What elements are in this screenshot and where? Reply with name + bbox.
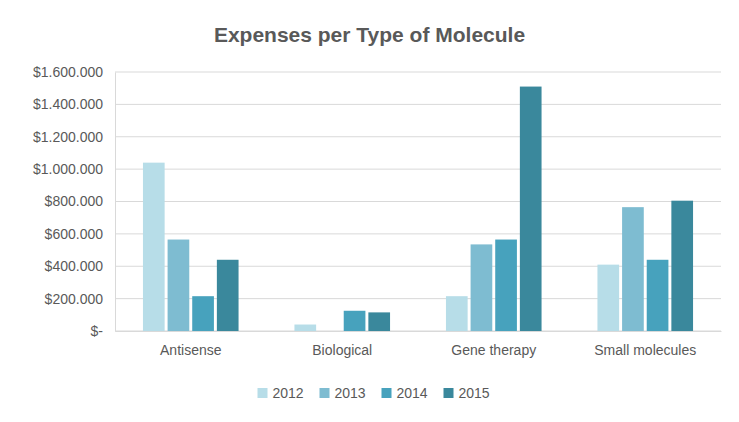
y-tick-label: $600.000 bbox=[45, 226, 104, 242]
x-axis-line bbox=[116, 331, 722, 332]
bar bbox=[495, 240, 517, 331]
bar bbox=[647, 260, 669, 331]
x-tick-label: Small molecules bbox=[594, 342, 696, 358]
bar bbox=[168, 240, 190, 331]
legend-item: 2012 bbox=[258, 385, 304, 401]
bar bbox=[446, 296, 468, 331]
bar bbox=[294, 325, 316, 331]
x-tick-label: Antisense bbox=[160, 342, 222, 358]
y-tick-label: $800.000 bbox=[45, 193, 104, 209]
y-tick: $400.000 bbox=[45, 258, 115, 274]
x-tick: Antisense bbox=[160, 331, 222, 358]
legend-item: 2014 bbox=[382, 385, 428, 401]
legend-label: 2012 bbox=[273, 385, 304, 401]
title: Expenses per Type of Molecule bbox=[214, 23, 525, 46]
chart: Expenses per Type of Molecule$-$200.000$… bbox=[0, 0, 739, 422]
y-axis: $- $200.000 $400.000 $600.000 $800.000 $1.000… bbox=[33, 64, 116, 339]
y-tick-label: $1.200.000 bbox=[33, 129, 103, 145]
y-tick: $200.000 bbox=[45, 291, 115, 307]
grid bbox=[115, 72, 721, 331]
bar bbox=[319, 331, 341, 332]
x-axis: Antisense Biological Gene therapy Small mol… bbox=[116, 331, 722, 358]
y-tick: $1.400.000 bbox=[33, 96, 115, 112]
legend-label: 2014 bbox=[397, 385, 428, 401]
y-tick: $800.000 bbox=[45, 193, 115, 209]
grid-line bbox=[115, 169, 721, 170]
bar bbox=[143, 163, 165, 331]
plot: $- $200.000 $400.000 $600.000 $800.000 $1.000… bbox=[33, 64, 722, 358]
y-tick-label: $- bbox=[91, 323, 104, 339]
legend: 2012 2013 2014 2015 bbox=[258, 385, 490, 401]
legend-item: 2013 bbox=[320, 385, 366, 401]
legend-label: 2013 bbox=[335, 385, 366, 401]
legend-swatch bbox=[320, 388, 330, 398]
bar bbox=[344, 311, 366, 331]
bar bbox=[192, 296, 214, 331]
grid-line bbox=[115, 136, 721, 137]
legend-swatch bbox=[382, 388, 392, 398]
bars bbox=[143, 87, 693, 331]
bar bbox=[520, 87, 542, 331]
bar bbox=[597, 265, 619, 331]
y-tick: $1.200.000 bbox=[33, 129, 115, 145]
y-axis-line bbox=[115, 73, 116, 332]
legend-swatch bbox=[444, 388, 454, 398]
bar bbox=[471, 244, 493, 331]
y-tick: $600.000 bbox=[45, 226, 115, 242]
bar bbox=[217, 260, 239, 331]
x-tick: Small molecules bbox=[594, 331, 696, 358]
x-tick-label: Biological bbox=[312, 342, 372, 358]
y-tick: $1.000.000 bbox=[33, 161, 115, 177]
bar bbox=[671, 201, 693, 331]
y-tick: $- bbox=[91, 323, 115, 339]
grid-line bbox=[115, 201, 721, 202]
x-tick: Biological bbox=[312, 331, 372, 358]
x-tick: Gene therapy bbox=[451, 331, 536, 358]
legend-item: 2015 bbox=[444, 385, 490, 401]
y-tick-label: $400.000 bbox=[45, 258, 104, 274]
y-tick-label: $1.600.000 bbox=[33, 64, 103, 80]
y-tick: $1.600.000 bbox=[33, 64, 115, 80]
legend-swatch bbox=[258, 388, 268, 398]
legend-label: 2015 bbox=[459, 385, 490, 401]
y-tick-label: $1.000.000 bbox=[33, 161, 103, 177]
x-tick-label: Gene therapy bbox=[451, 342, 536, 358]
grid-line bbox=[115, 104, 721, 105]
y-tick-label: $1.400.000 bbox=[33, 96, 103, 112]
y-tick-label: $200.000 bbox=[45, 291, 104, 307]
bar bbox=[368, 312, 390, 331]
grid-line bbox=[115, 72, 721, 73]
bar bbox=[622, 207, 644, 331]
